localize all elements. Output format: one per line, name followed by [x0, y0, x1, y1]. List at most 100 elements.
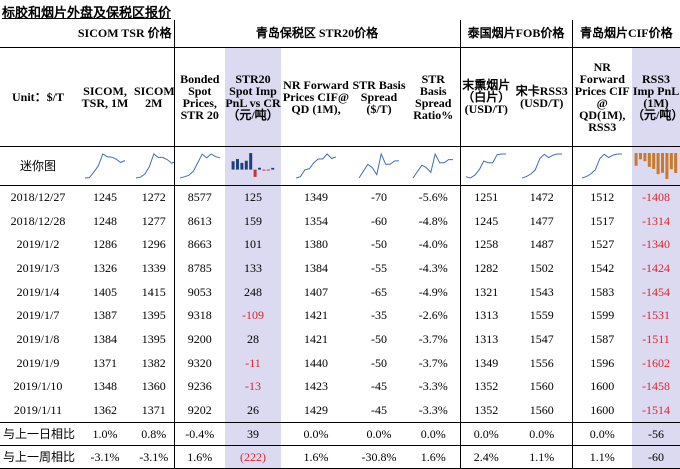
table-cell: 8663 — [173, 232, 225, 257]
table-cell: 1371 — [93, 355, 117, 370]
table-cell: -1340 — [632, 232, 680, 257]
table-cell: 1384 — [93, 332, 117, 347]
corner-cell — [0, 20, 76, 48]
sparkline-bar — [258, 167, 261, 170]
table-cell: 125 — [225, 185, 281, 209]
table-cell: 28 — [225, 327, 281, 351]
sparkline-cell — [512, 146, 573, 186]
comparison-value: 0.0% — [512, 421, 573, 446]
sparkline-line — [466, 153, 507, 179]
table-cell: -4.3% — [418, 261, 448, 276]
comparison-value: -0.4% — [173, 421, 225, 446]
row-date: 2019/1/7 — [16, 308, 60, 323]
comparison-value: (222) — [225, 444, 281, 469]
header-smoked-sheet: 末熏烟片（白片）(USD/T) — [459, 47, 512, 147]
comparison-value: 1.6% — [173, 444, 225, 469]
table-cell: 1382 — [141, 355, 166, 370]
sparkline — [582, 153, 623, 179]
sparkline-line — [84, 153, 126, 179]
table-cell: 1560 — [529, 379, 554, 394]
sparkline — [412, 152, 454, 179]
header-str-basis-ratio: STR Basis Spread Ratio% — [413, 72, 454, 123]
table-cell: 1282 — [459, 256, 512, 280]
table-cell: 133 — [225, 256, 281, 280]
comparison-value: 0.0% — [459, 421, 512, 446]
table-cell: 1384 — [304, 261, 328, 276]
sparkline-line — [295, 153, 337, 179]
table-cell: -35 — [371, 308, 387, 323]
table-cell: 9320 — [173, 350, 225, 375]
table-cell: 1387 — [93, 308, 117, 323]
table-cell: -109 — [225, 303, 281, 328]
row-date: 2019/1/9 — [16, 355, 60, 370]
table-cell: 9202 — [173, 398, 225, 423]
comparison-label: 与上一日相比 — [0, 421, 76, 446]
row-date: 2019/1/2 — [16, 237, 60, 252]
table-cell: 1600 — [571, 398, 633, 423]
table-cell: 1349 — [459, 350, 512, 375]
sparkline-bar — [271, 167, 275, 170]
comparison-value: 0.8% — [134, 421, 174, 446]
header-sicom-2m: SICOM,TSR, 2M — [134, 84, 174, 111]
table-cell: 1245 — [93, 190, 117, 205]
table-cell: 1477 — [529, 213, 554, 228]
group-sicom: SICOM TSR 价格 — [76, 20, 174, 48]
table-cell: -5.6% — [418, 190, 448, 205]
sparkline-line — [521, 153, 562, 179]
sparkline-cell — [571, 146, 633, 186]
table-row: 2019/1/3 1326 1339 8785 133 1384 -55 -4.3% 1282 1… — [0, 256, 680, 280]
table-cell: 1405 — [93, 284, 117, 299]
mini-chart-label: 迷你图 — [0, 146, 76, 186]
table-cell: -1602 — [632, 350, 680, 375]
table-cell: -1314 — [632, 208, 680, 233]
table-cell: 1245 — [459, 208, 512, 233]
sparkline-bar — [665, 153, 669, 180]
table-cell: 1349 — [304, 190, 328, 205]
table-cell: -1424 — [632, 256, 680, 280]
table-cell: -70 — [371, 190, 387, 205]
header-sicom-1m: SICOM, TSR, 1M — [81, 84, 129, 111]
row-date: 2018/12/27 — [10, 190, 66, 205]
table-cell: 1352 — [459, 398, 512, 423]
table-cell: 1517 — [571, 208, 633, 233]
table-cell: 1339 — [141, 261, 166, 276]
sparkline-bar — [634, 153, 638, 166]
table-cell: -13 — [225, 374, 281, 399]
table-cell: -4.8% — [418, 213, 448, 228]
table-cell: 159 — [225, 208, 281, 233]
sparkline — [231, 153, 275, 177]
table-cell: 1296 — [141, 237, 166, 252]
table-cell: 1421 — [304, 308, 328, 323]
sparkline-bar — [656, 153, 660, 175]
page-title: 标胶和烟片外盘及保税区报价 — [2, 5, 172, 20]
table-cell: 1587 — [571, 327, 633, 351]
table-cell: -50 — [371, 237, 387, 252]
table-cell: 1440 — [304, 355, 328, 370]
sparkline — [521, 153, 562, 179]
table-cell: 1251 — [459, 185, 512, 209]
sparkline — [135, 153, 174, 179]
table-cell: 1599 — [571, 303, 633, 328]
sparkline — [466, 153, 507, 179]
header-rss3-pnl: RSS3 Imp PnL (1M)（元/吨） — [632, 47, 680, 147]
sparkline — [179, 153, 220, 179]
table-cell: 1272 — [141, 190, 166, 205]
table-row: 2018/12/27 1245 1272 8577 125 1349 -70 -5.6% 125… — [0, 185, 680, 209]
table-cell: 1429 — [304, 402, 328, 417]
sparkline — [634, 153, 678, 180]
table-cell: 1313 — [459, 303, 512, 328]
table-cell: 1527 — [571, 232, 633, 257]
table-cell: 1321 — [459, 279, 512, 304]
table-cell: 1258 — [459, 232, 512, 257]
row-date: 2019/1/8 — [16, 332, 60, 347]
table-row: 2019/1/10 1348 1360 9236 -13 1423 -45 -3.3% 1352… — [0, 374, 680, 399]
table-cell: -50 — [371, 332, 387, 347]
table-cell: -4.0% — [418, 237, 448, 252]
table-cell: 9236 — [173, 374, 225, 399]
comparison-value: -3.1% — [76, 444, 134, 469]
table-cell: 101 — [225, 232, 281, 257]
table-cell: 1371 — [141, 402, 166, 417]
table-cell: 1286 — [93, 237, 117, 252]
table-cell: 1407 — [304, 284, 328, 299]
header-str20-pnl: STR20 Spot Imp PnL vs CR（元/吨） — [225, 47, 281, 147]
